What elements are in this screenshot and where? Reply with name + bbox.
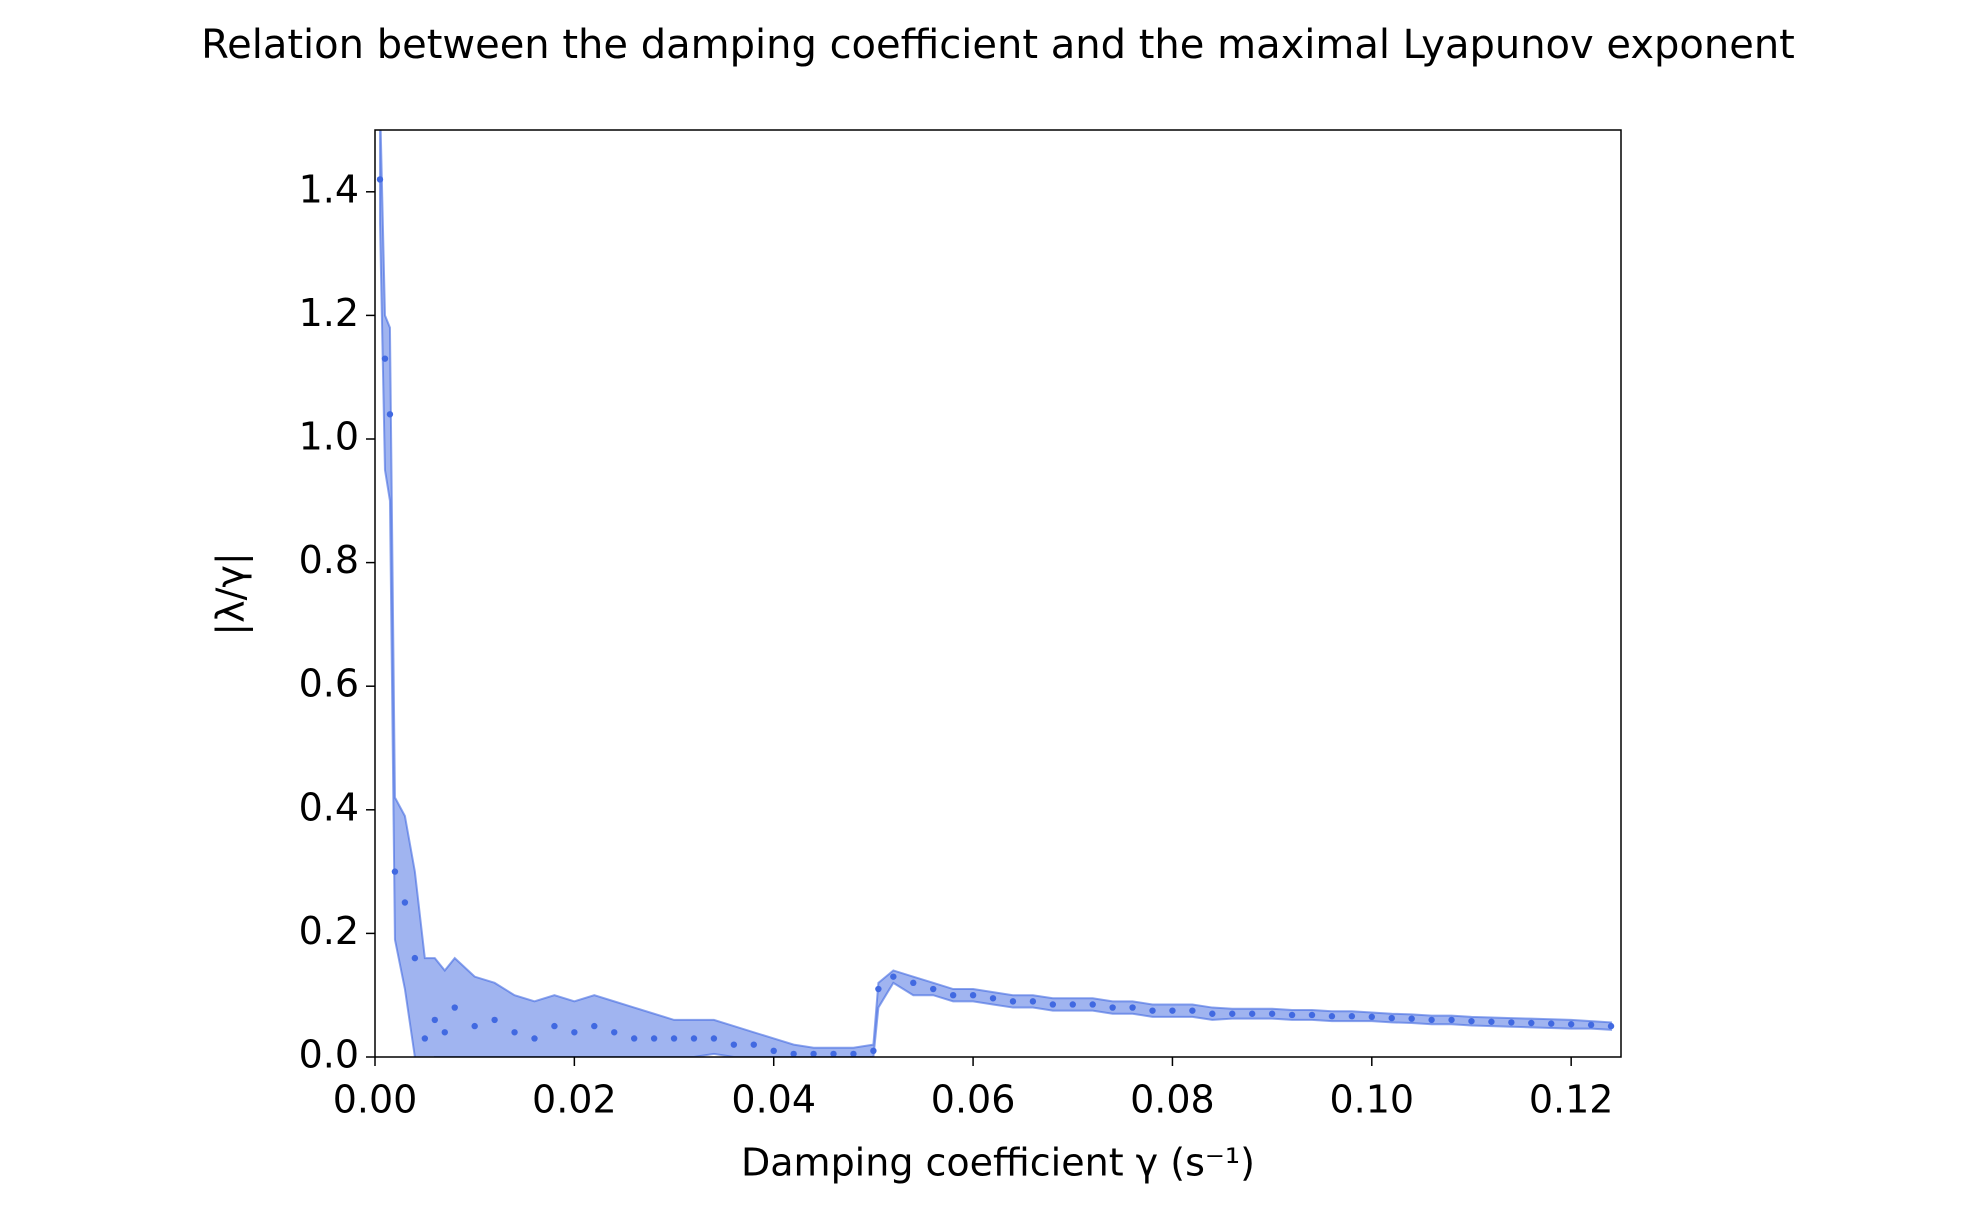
data-point [1348,1013,1356,1020]
data-point [1209,1010,1216,1017]
data-point [750,1041,757,1048]
data-point [930,985,937,993]
data-point [431,1016,439,1024]
data-point [1567,1021,1575,1028]
data-point [969,992,977,999]
data-point [1468,1017,1475,1025]
data-point [1548,1020,1555,1027]
data-point [690,1035,698,1042]
data-point [1229,1010,1236,1017]
x-tick-label: 0.10 [1329,1078,1414,1122]
data-point [1288,1011,1296,1019]
y-tick-label: 1.0 [299,415,359,459]
data-point [386,411,394,418]
x-tick-label: 0.00 [333,1078,418,1122]
data-point [511,1029,518,1036]
data-point [810,1050,817,1057]
data-point [451,1004,458,1011]
data-point [910,979,917,987]
data-point [650,1035,658,1042]
data-point [1029,998,1037,1005]
y-tick-label: 0.8 [299,538,359,582]
data-point [1488,1018,1495,1025]
data-point [376,176,384,183]
data-point [1268,1010,1276,1017]
x-axis-label: Damping coefficient γ (s⁻¹) [741,1141,1255,1185]
data-point [875,985,882,993]
y-tick-label: 1.4 [299,167,359,211]
data-point [391,868,399,875]
y-tick-label: 0.4 [299,785,359,829]
data-point [1189,1007,1196,1014]
data-point [670,1035,678,1042]
data-point [1009,998,1017,1005]
data-point [1169,1007,1176,1014]
data-point [421,1035,429,1042]
data-point [630,1035,638,1042]
y-tick-label: 0.2 [299,909,359,953]
x-tick-label: 0.02 [532,1078,617,1122]
plot-area [376,130,1615,1057]
data-point [1069,1001,1076,1008]
x-tick-label: 0.04 [731,1078,816,1122]
data-point [949,992,957,999]
data-point [850,1050,857,1057]
x-tick-label: 0.08 [1130,1078,1215,1122]
error-band [378,130,1613,1057]
data-point [1149,1007,1156,1014]
y-tick-label: 0.6 [299,662,359,706]
data-point [1428,1016,1435,1024]
data-point [1368,1013,1376,1021]
x-tick-label: 0.06 [931,1078,1016,1122]
chart-title: Relation between the damping coefficient… [201,22,1795,68]
data-point [1308,1011,1316,1019]
data-point [491,1016,498,1024]
data-point [1448,1016,1455,1024]
data-point [551,1022,558,1030]
data-point [411,954,419,962]
data-point [1508,1019,1515,1026]
data-point [401,899,409,906]
data-point [441,1029,448,1036]
data-point [611,1029,618,1036]
data-point [710,1035,718,1042]
data-point [1109,1004,1116,1011]
data-point [1089,1001,1096,1008]
data-point [1587,1021,1595,1029]
data-point [1328,1013,1336,1020]
data-point [381,355,389,362]
data-point [830,1050,837,1057]
data-point [1528,1019,1535,1027]
axes-frame [374,129,1622,1058]
data-point [1408,1015,1415,1022]
data-point [1607,1022,1615,1030]
data-point [1248,1010,1256,1017]
data-point [1129,1004,1136,1011]
y-axis-label: |λ/γ| [209,552,254,635]
data-point [1049,1001,1057,1008]
data-point [890,973,897,980]
data-point [989,995,997,1002]
data-point [571,1029,578,1036]
data-point [870,1047,877,1055]
data-point [730,1041,738,1048]
data-point [471,1022,478,1030]
data-point [1388,1014,1395,1022]
data-point [790,1050,797,1057]
data-point [770,1047,777,1055]
x-tick-label: 0.12 [1529,1078,1614,1122]
y-tick-label: 0.0 [299,1033,359,1077]
y-tick-label: 1.2 [299,291,359,335]
data-point [531,1035,538,1042]
data-point [591,1022,598,1030]
